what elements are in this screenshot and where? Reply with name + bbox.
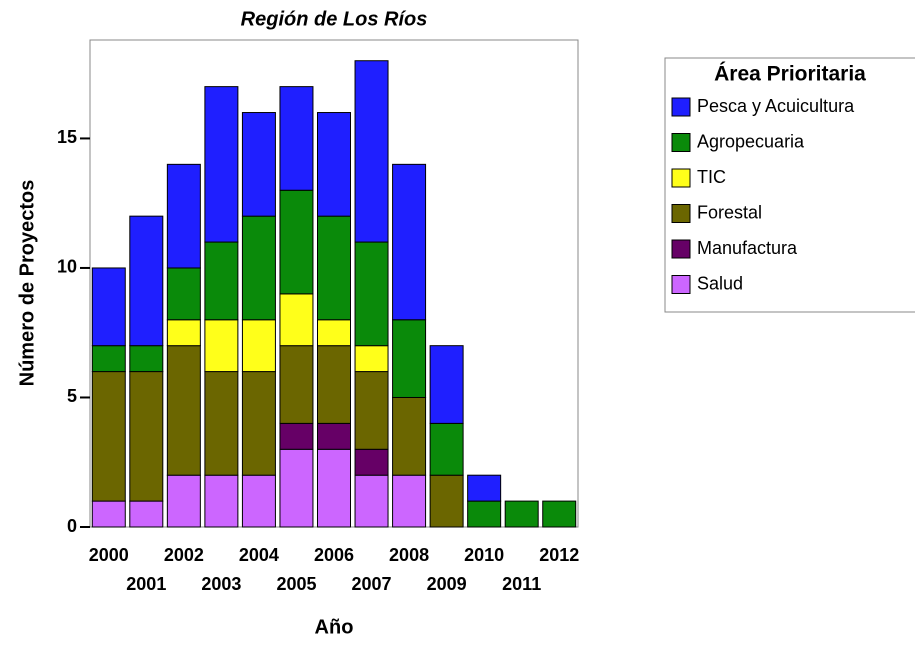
bar-segment xyxy=(91,345,126,373)
legend-label: Agropecuaria xyxy=(697,131,805,151)
x-tick-label: 2008 xyxy=(389,545,429,565)
x-tick-label: 2002 xyxy=(164,545,204,565)
bar-segment xyxy=(129,500,164,528)
bar-segment xyxy=(392,396,427,476)
bar-segment xyxy=(429,345,464,424)
legend-swatch xyxy=(671,168,691,188)
bar-segment xyxy=(279,86,314,191)
x-tick-label: 2011 xyxy=(502,574,541,594)
bar-segment xyxy=(241,371,276,476)
bar-segment xyxy=(166,267,201,321)
bar-segment xyxy=(241,319,276,373)
bar-segment xyxy=(317,448,351,528)
bar-segment xyxy=(354,60,389,243)
bar-segment xyxy=(542,500,577,528)
x-tick-label: 2009 xyxy=(427,574,467,594)
bar-segment xyxy=(204,474,239,528)
bar-segment xyxy=(241,112,276,217)
legend-label: Forestal xyxy=(697,202,762,222)
bar-segment xyxy=(429,422,464,476)
bar-segment xyxy=(204,319,239,373)
y-tick-label: 15 xyxy=(57,127,77,147)
y-tick-label: 10 xyxy=(57,257,77,277)
x-tick-label: 2007 xyxy=(352,574,392,594)
bar-segment xyxy=(392,163,427,321)
legend-label: Manufactura xyxy=(697,238,798,258)
bar-segment xyxy=(354,241,389,347)
legend-title: Área Prioritaria xyxy=(714,63,866,86)
bar-segment xyxy=(354,448,389,476)
x-tick-label: 2006 xyxy=(314,545,354,565)
bar-segment xyxy=(279,293,314,347)
legend-swatch xyxy=(671,97,691,117)
bar-segment xyxy=(279,345,314,424)
bar-segment xyxy=(166,474,201,528)
bar-segment xyxy=(467,474,502,502)
x-tick-label: 2004 xyxy=(239,545,279,565)
bar-segment xyxy=(392,319,427,398)
x-tick-label: 2010 xyxy=(464,545,504,565)
bar-segment xyxy=(166,319,201,347)
bar-segment xyxy=(129,215,164,347)
x-tick-label: 2005 xyxy=(276,574,316,594)
bar-segment xyxy=(166,345,201,476)
x-tick-label: 2012 xyxy=(539,545,579,565)
y-tick-label: 5 xyxy=(67,386,77,406)
chart-title: Región de Los Ríos xyxy=(241,8,428,30)
bar-segment xyxy=(279,189,314,295)
bar-segment xyxy=(204,371,239,476)
bar-segment xyxy=(129,345,164,373)
y-axis-label: Número de Proyectos xyxy=(16,180,38,387)
bar-segment xyxy=(166,163,201,269)
legend-swatch xyxy=(671,204,691,223)
bar-segment xyxy=(204,241,239,321)
bar-segment xyxy=(354,474,389,528)
bar-segment xyxy=(354,371,389,450)
bar-segment xyxy=(91,267,126,347)
bar-segment xyxy=(317,422,351,450)
legend-label: Salud xyxy=(697,273,743,293)
x-tick-label: 2003 xyxy=(201,574,241,594)
legend-swatch xyxy=(671,239,691,259)
bar-segment xyxy=(129,371,164,502)
bar-segment xyxy=(241,215,276,321)
bar-segment xyxy=(204,86,239,243)
legend-swatch xyxy=(671,275,691,294)
bar-segment xyxy=(354,345,389,373)
bar-segment xyxy=(392,474,427,528)
legend-box xyxy=(664,57,915,313)
bar-segment xyxy=(279,448,314,528)
y-tick-label: 0 xyxy=(67,516,77,536)
x-tick-label: 2001 xyxy=(126,574,166,594)
legend-swatch xyxy=(671,133,691,152)
bar-segment xyxy=(91,371,126,502)
bar-segment xyxy=(91,500,126,528)
bar-segment xyxy=(317,215,351,321)
x-axis-label: Año xyxy=(315,616,354,638)
bar-segment xyxy=(241,474,276,528)
bar-segment xyxy=(317,112,351,217)
bar-segment xyxy=(317,319,351,347)
bar-segment xyxy=(504,500,539,528)
bar-segment xyxy=(317,345,351,424)
bar-segment xyxy=(467,500,502,528)
bar-segment xyxy=(279,422,314,450)
bar-segment xyxy=(429,474,464,528)
x-tick-label: 2000 xyxy=(89,545,129,565)
legend-label: Pesca y Acuicultura xyxy=(697,96,855,116)
legend-label: TIC xyxy=(697,167,726,187)
